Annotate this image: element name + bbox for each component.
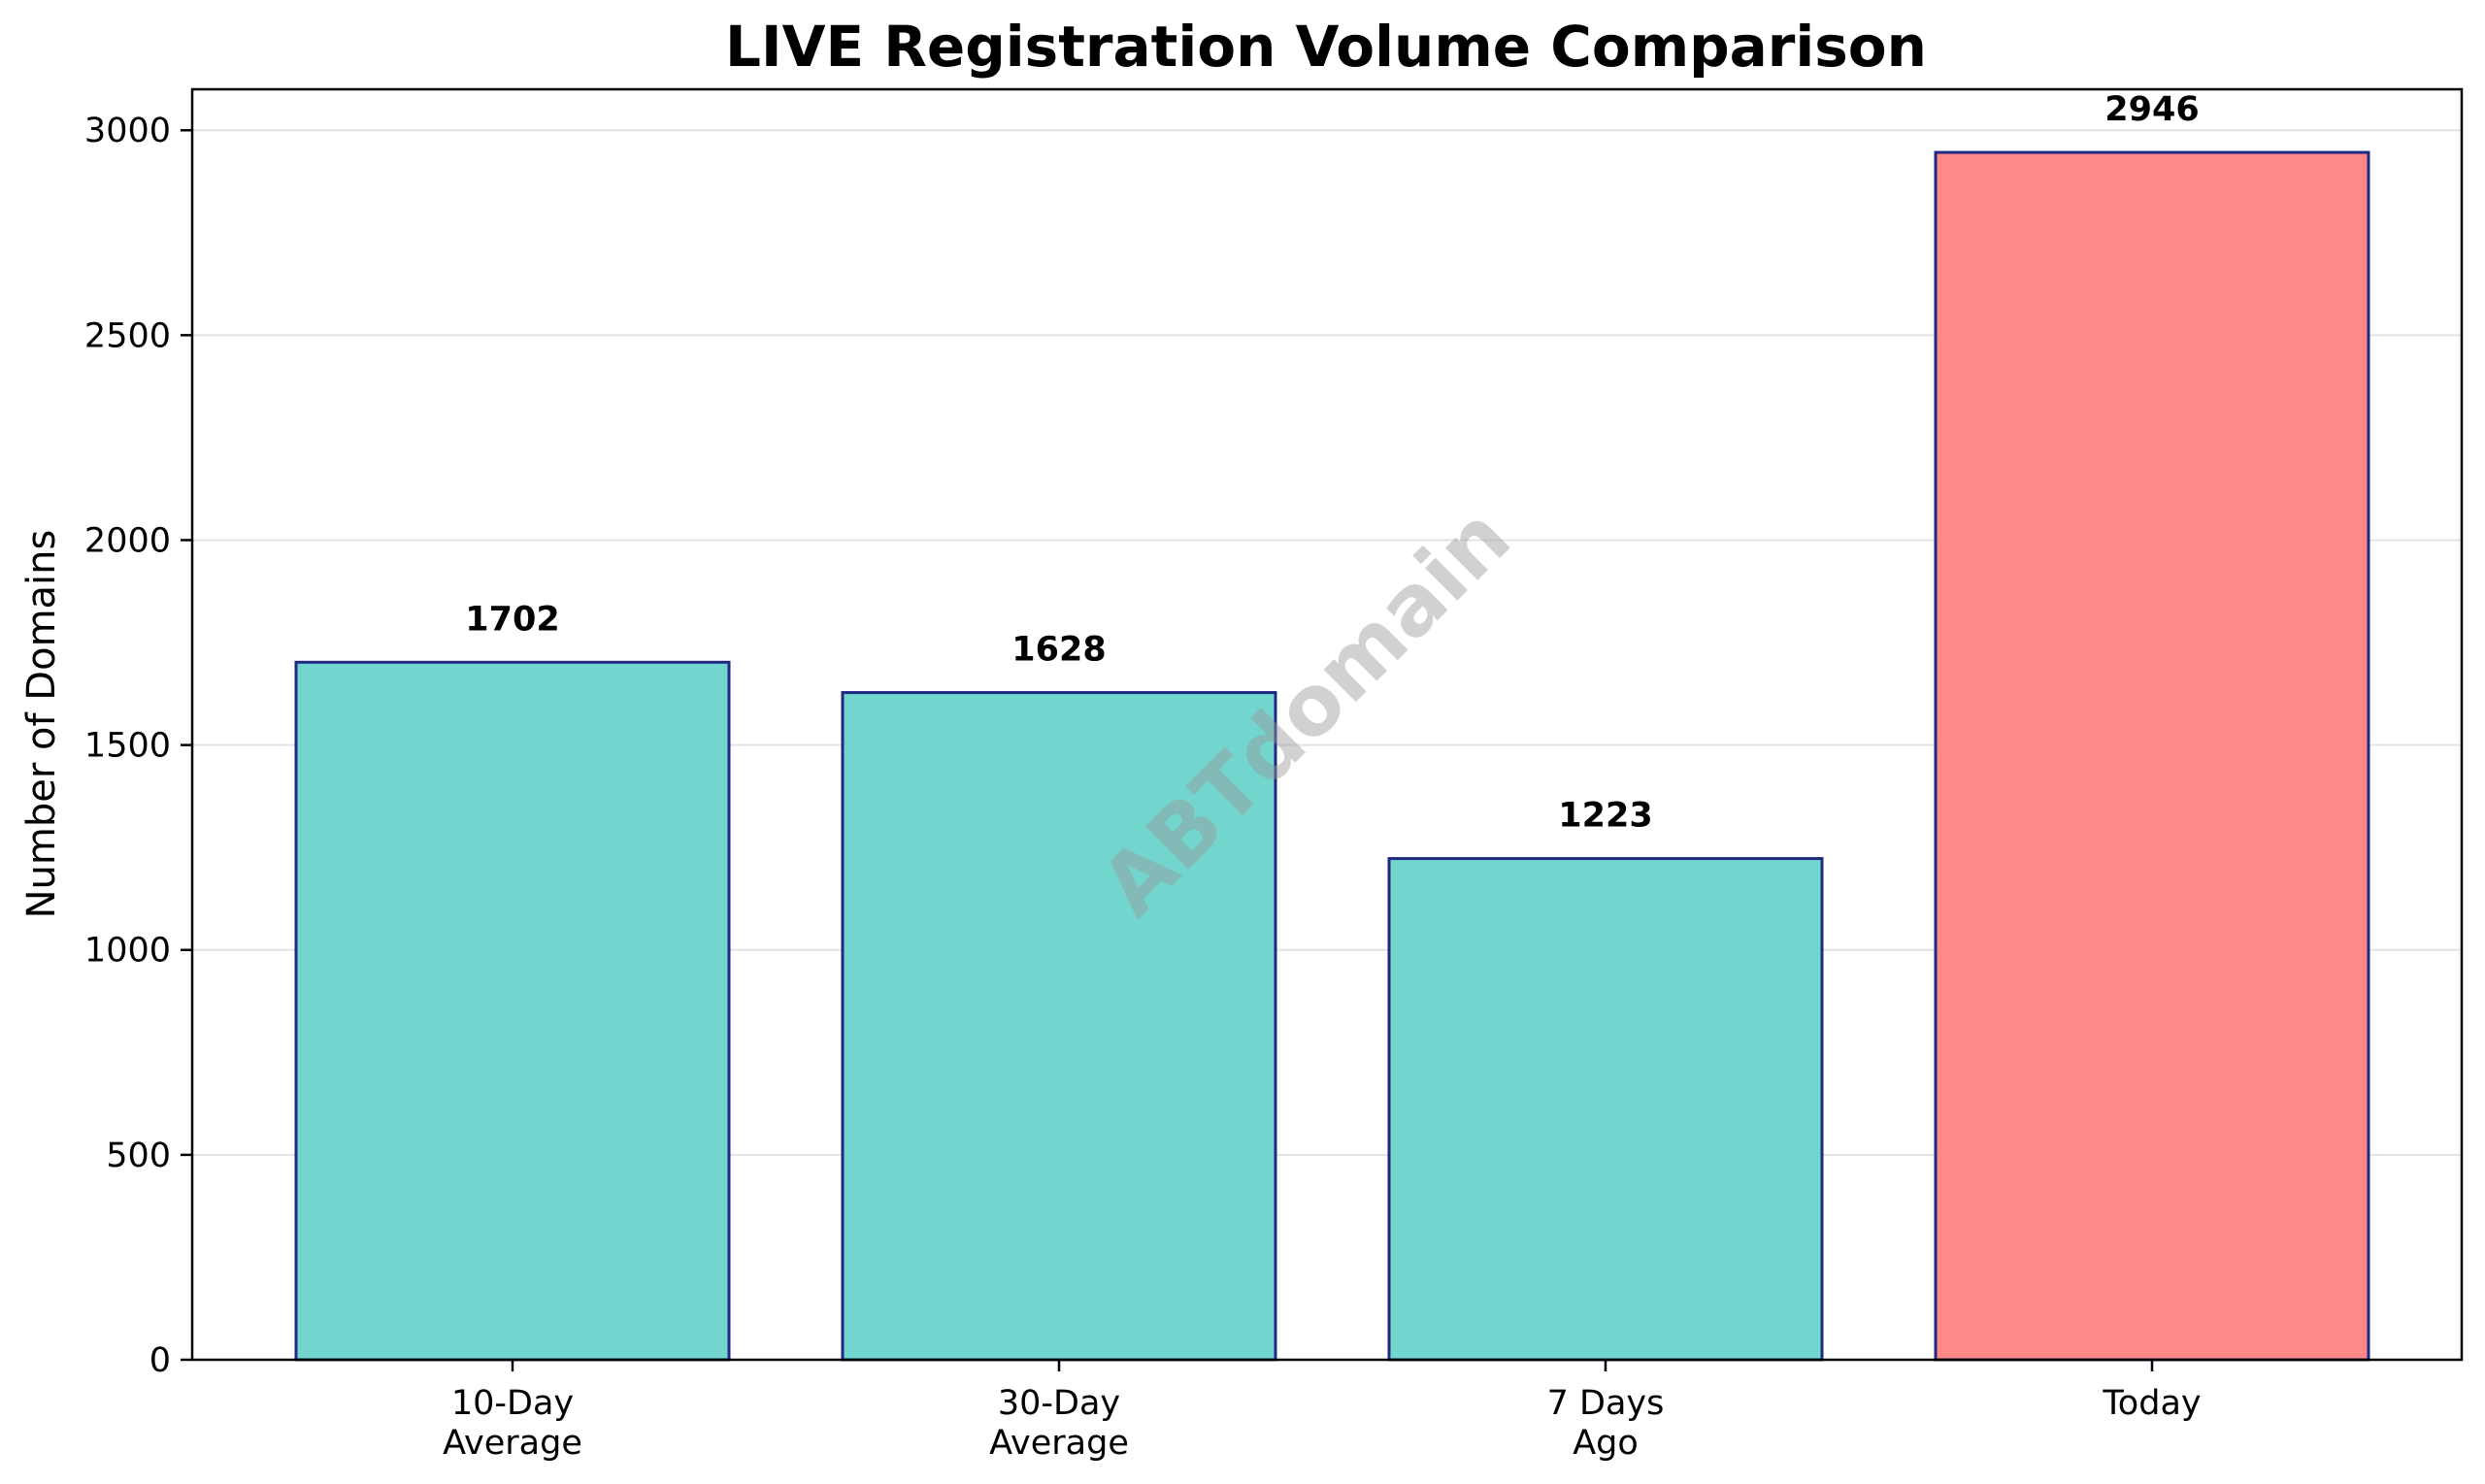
data-label-0: 1702	[465, 600, 559, 639]
plot-frame	[190, 87, 2464, 1362]
data-label-3: 2946	[2104, 90, 2199, 129]
y-tick-label-1000: 1000	[84, 932, 171, 971]
bar-2	[1387, 857, 1824, 1362]
data-label-1: 1628	[1011, 631, 1106, 670]
y-tick-label-1500: 1500	[84, 727, 171, 766]
x-tick-label-3: Today	[2102, 1384, 2201, 1423]
x-tick-label-line: Today	[2102, 1384, 2201, 1423]
x-tick-label-1: 30-Day Average	[989, 1384, 1129, 1463]
y-tick-label-500: 500	[106, 1137, 171, 1175]
x-tick-label-line: Ago	[1573, 1424, 1639, 1463]
chart-title: LIVE Registration Volume Comparison	[725, 14, 1927, 80]
bar-3	[1934, 150, 2370, 1362]
y-axis-label: Number of Domains	[19, 530, 64, 919]
x-tick-label-line: 30-Day	[998, 1384, 1120, 1423]
x-tick-label-line: 10-Day	[451, 1384, 574, 1423]
bars	[294, 150, 2370, 1362]
x-tick-label-line: 7 Days	[1547, 1384, 1665, 1423]
y-tick-label-3000: 3000	[84, 112, 171, 150]
y-tick-label-2000: 2000	[84, 521, 171, 560]
x-tick-label-0: 10-Day Average	[443, 1384, 582, 1463]
x-tick-label-line: Average	[989, 1424, 1129, 1463]
data-label-2: 1223	[1558, 797, 1652, 836]
data-labels: 1702 1628 1223 2946	[465, 90, 2199, 836]
y-tick-label-2500: 2500	[84, 316, 171, 355]
y-tick-label-0: 0	[149, 1341, 171, 1380]
x-tick-label-2: 7 Days Ago	[1547, 1384, 1665, 1463]
y-axis-ticks: 0 500 1000 1500 2000 2500 3000	[84, 112, 192, 1380]
bar-0	[294, 660, 731, 1362]
x-tick-label-line: Average	[443, 1424, 582, 1463]
